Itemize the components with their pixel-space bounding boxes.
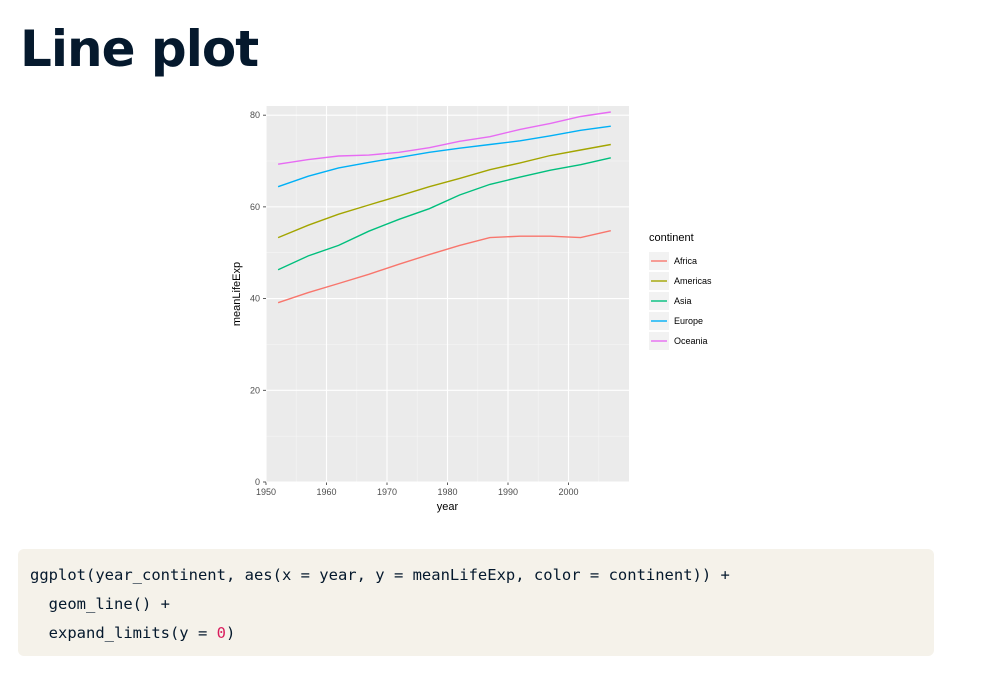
series-line-americas xyxy=(277,143,611,239)
x-tick-label: 1990 xyxy=(498,487,518,497)
y-tick-label: 0 xyxy=(255,477,260,487)
slide-title: Line plot xyxy=(20,20,259,78)
x-tick-label: 1960 xyxy=(316,487,336,497)
legend-label: Americas xyxy=(674,276,712,286)
series-line-europe xyxy=(277,125,611,188)
code-text: expand_limits(y = xyxy=(30,624,217,642)
y-tick-label: 60 xyxy=(250,202,260,212)
legend-title: continent xyxy=(649,232,694,244)
legend-label: Africa xyxy=(674,256,697,266)
y-tick-label: 40 xyxy=(250,294,260,304)
legend-label: Oceania xyxy=(674,336,708,346)
y-axis-label: meanLifeExp xyxy=(231,262,243,326)
x-tick-label: 1970 xyxy=(377,487,397,497)
code-line: geom_line() + xyxy=(30,595,170,613)
code-line: expand_limits(y = 0) xyxy=(30,619,922,648)
y-tick-label: 80 xyxy=(250,110,260,120)
series-line-oceania xyxy=(277,111,611,165)
x-axis-label: year xyxy=(437,501,459,513)
x-tick-label: 2000 xyxy=(558,487,578,497)
y-tick-label: 20 xyxy=(250,385,260,395)
code-line: ggplot(year_continent, aes(x = year, y =… xyxy=(30,566,730,584)
legend-label: Europe xyxy=(674,316,703,326)
code-block: ggplot(year_continent, aes(x = year, y =… xyxy=(18,549,934,656)
code-text: ) xyxy=(225,624,236,642)
line-chart: 1950 1960 1970 1980 1990 2000 0 20 40 60 80 year mea… xyxy=(190,95,750,525)
series-line-asia xyxy=(277,157,611,271)
series-line-africa xyxy=(277,230,611,304)
x-tick-label: 1980 xyxy=(437,487,457,497)
chart-svg: 1950 1960 1970 1980 1990 2000 0 20 40 60 80 year mea… xyxy=(231,106,712,513)
x-tick-label: 1950 xyxy=(256,487,276,497)
legend-label: Asia xyxy=(674,296,692,306)
code-number: 0 xyxy=(216,624,226,642)
